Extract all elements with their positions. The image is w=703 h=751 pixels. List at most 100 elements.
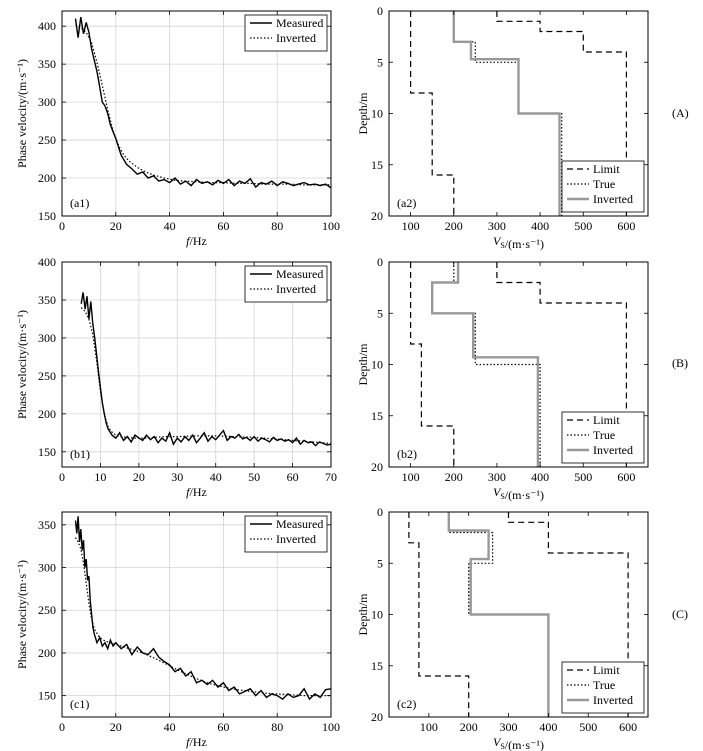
- y-axis-label: Depth/m: [356, 343, 370, 386]
- x-tick-label: 50: [248, 470, 260, 484]
- x-tick-label: 80: [271, 219, 283, 233]
- y-tick-label: 300: [38, 95, 56, 109]
- x-tick-label: 40: [164, 720, 176, 734]
- legend-box: [561, 661, 645, 714]
- axes-frame: [61, 261, 332, 468]
- x-tick-label: 20: [133, 470, 145, 484]
- y-tick-label: 5: [377, 55, 383, 69]
- legend-box: [244, 515, 328, 553]
- series-limit-line: [496, 11, 628, 216]
- chart-c1: 0 20 40 60 80 100 150 200 250 300 350 f/Hz Phase vel…: [15, 511, 340, 749]
- x-axis-label-sub: S: [500, 241, 504, 250]
- y-tick-label: 20: [371, 460, 383, 474]
- y-tick-label: 5: [377, 306, 383, 320]
- y-tick-label: 250: [38, 369, 56, 383]
- panel-label: (b1): [70, 447, 90, 461]
- x-tick-label: 100: [322, 219, 340, 233]
- axes-frame: [61, 511, 332, 718]
- x-tick-label: 100: [402, 219, 420, 233]
- series-inverted-line: [447, 512, 550, 717]
- x-tick-label: 400: [531, 470, 549, 484]
- x-tick-label: 200: [445, 470, 463, 484]
- x-axis-label-unit: /(m·s⁻¹): [505, 488, 544, 502]
- series-measured-line: [80, 292, 331, 447]
- series-limit-line: [410, 11, 455, 216]
- legend-label-inverted: Inverted: [276, 532, 316, 546]
- x-axis-label-sub: S: [500, 492, 504, 501]
- x-tick-label: 20: [110, 720, 122, 734]
- x-tick-label: 10: [94, 470, 106, 484]
- panel-label: (a2): [397, 196, 416, 210]
- legend-label-true: True: [593, 428, 615, 442]
- series-limit-line: [408, 512, 470, 717]
- y-tick-label: 250: [38, 133, 56, 147]
- chart-a1: 0 20 40 60 80 100 150 200 250 300 350 400 f/Hz Phase …: [15, 10, 340, 248]
- x-tick-label: 80: [271, 720, 283, 734]
- y-tick-label: 10: [371, 107, 383, 121]
- series-measured-line: [74, 516, 331, 701]
- legend-box: [561, 411, 645, 464]
- series-true-line: [431, 262, 541, 467]
- x-tick-label: 600: [619, 720, 637, 734]
- x-tick-label: 60: [217, 720, 229, 734]
- y-tick-label: 10: [371, 358, 383, 372]
- legend-label-inverted: Inverted: [593, 443, 633, 457]
- x-tick-label: 600: [617, 470, 635, 484]
- legend-box: [244, 14, 328, 52]
- x-tick-label: 400: [539, 720, 557, 734]
- series-inverted-line: [74, 537, 331, 697]
- x-tick-label: 300: [488, 470, 506, 484]
- x-tick-label: 20: [110, 219, 122, 233]
- x-tick-label: 70: [325, 470, 337, 484]
- y-tick-label: 250: [38, 603, 56, 617]
- y-tick-label: 350: [38, 518, 56, 532]
- x-tick-label: 200: [445, 219, 463, 233]
- x-tick-label: 100: [420, 720, 438, 734]
- y-axis-label: Depth/m: [356, 92, 370, 135]
- x-axis-label: f/Hz: [186, 234, 207, 248]
- x-tick-label: 200: [460, 720, 478, 734]
- x-tick-label: 60: [217, 219, 229, 233]
- y-tick-label: 0: [377, 4, 383, 18]
- y-tick-label: 10: [371, 608, 383, 622]
- y-tick-label: 350: [38, 293, 56, 307]
- series-inverted-line: [80, 307, 331, 445]
- legend-label-limit: Limit: [593, 162, 620, 176]
- legend-label-inverted: Inverted: [593, 693, 633, 707]
- x-tick-label: 40: [164, 219, 176, 233]
- row-label: (C): [672, 607, 688, 621]
- x-axis-label-unit: /Hz: [190, 735, 207, 749]
- y-tick-label: 20: [371, 209, 383, 223]
- panel-label: (b2): [397, 447, 417, 461]
- y-tick-label: 150: [38, 209, 56, 223]
- x-tick-label: 300: [500, 720, 518, 734]
- chart-b1: 0 10 20 30 40 50 60 70 150 200 250 300 350 400 f/Hz Pha…: [15, 255, 337, 499]
- series-inverted-line: [75, 24, 331, 186]
- y-axis-label: Phase velocity/(m·s⁻¹): [15, 59, 29, 168]
- series-limit-line: [496, 262, 628, 467]
- y-tick-label: 0: [377, 505, 383, 519]
- x-axis-label-var: V: [493, 735, 502, 749]
- x-tick-label: 100: [322, 720, 340, 734]
- y-tick-label: 150: [38, 689, 56, 703]
- y-tick-label: 350: [38, 57, 56, 71]
- x-axis-label-var: f: [186, 735, 191, 749]
- x-tick-label: 500: [574, 219, 592, 233]
- y-tick-label: 20: [371, 710, 383, 724]
- y-tick-label: 150: [38, 445, 56, 459]
- y-tick-label: 15: [371, 659, 383, 673]
- x-axis-label-var: f: [186, 485, 191, 499]
- x-tick-label: 300: [488, 219, 506, 233]
- panel-label: (a1): [70, 196, 89, 210]
- y-axis-label: Phase velocity/(m·s⁻¹): [15, 310, 29, 419]
- y-axis-label: Phase velocity/(m·s⁻¹): [15, 560, 29, 669]
- legend-box: [244, 265, 328, 303]
- row-label: (B): [672, 356, 688, 370]
- series-limit-line: [410, 262, 455, 467]
- x-axis-label: VS/(m·s⁻¹): [493, 735, 544, 751]
- x-tick-label: 600: [617, 219, 635, 233]
